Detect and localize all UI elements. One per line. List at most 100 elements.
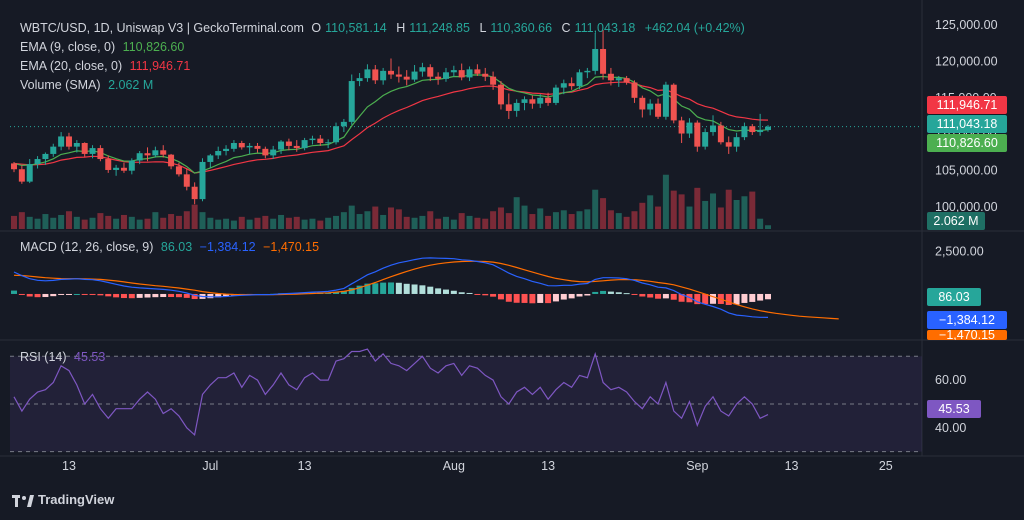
volume-bar: [615, 213, 622, 229]
candle: [340, 118, 347, 133]
volume-bar: [325, 217, 332, 229]
rsi-line: [13, 348, 769, 437]
candle-body: [175, 166, 182, 175]
candle: [450, 65, 457, 77]
volume-bar: [152, 212, 159, 229]
volume-bar: [442, 216, 449, 229]
volume-bar: [348, 205, 355, 229]
macd-histogram-bar: [144, 293, 151, 298]
candle: [42, 152, 49, 165]
macd-histogram-bar: [552, 293, 559, 302]
candle-body: [372, 69, 379, 81]
ema9-legend[interactable]: EMA (9, close, 0) 110,826.60: [20, 40, 188, 54]
close-value: 111,043.18: [574, 21, 636, 35]
candle-body: [725, 142, 732, 147]
volume-bar: [694, 187, 701, 229]
candle: [278, 140, 285, 154]
high-value: 111,248.85: [409, 21, 470, 35]
candle: [215, 146, 222, 160]
candle: [285, 138, 292, 151]
macd-histogram-bar: [403, 283, 410, 294]
macd-histogram-bar: [26, 293, 33, 297]
macd-histogram-bar: [584, 293, 591, 296]
macd-histogram-bar: [458, 292, 465, 294]
volume-bar: [521, 205, 528, 229]
macd-histogram-bar: [576, 293, 583, 297]
candle: [749, 124, 756, 135]
candle: [50, 143, 57, 157]
candle: [733, 132, 740, 152]
candle-body: [168, 154, 175, 167]
volume-bar: [639, 202, 646, 229]
candle: [513, 99, 520, 117]
macd-histogram-bar: [521, 293, 528, 303]
candle: [623, 75, 630, 85]
low-value: 110,360.66: [490, 21, 553, 35]
macd-histogram-bar: [175, 293, 182, 298]
ema20-legend[interactable]: EMA (20, close, 0) 111,946.71: [20, 59, 194, 73]
rsi-tick-label: 40.00: [935, 421, 966, 435]
volume-bar: [631, 211, 638, 229]
candle: [717, 121, 724, 145]
time-tick-label: 13: [785, 459, 799, 473]
macd-legend[interactable]: MACD (12, 26, close, 9) 86.03 −1,384.12 …: [20, 240, 323, 254]
volume-bar: [301, 219, 308, 229]
candle: [183, 168, 190, 191]
volume-bar: [647, 195, 654, 229]
rsi-legend[interactable]: RSI (14) 45.53: [20, 350, 109, 364]
tradingview-logo[interactable]: TradingView: [12, 492, 114, 507]
macd-histogram-bar: [73, 293, 80, 295]
volume-bar: [513, 197, 520, 229]
candle-body: [238, 143, 245, 148]
candle-body: [639, 97, 646, 110]
ema20-line: [13, 81, 769, 174]
volume-bar: [419, 215, 426, 229]
volume-bar: [576, 211, 583, 229]
price-tick-label: 100,000.00: [935, 200, 998, 214]
candle-body: [568, 83, 575, 87]
volume-bar: [246, 219, 253, 229]
time-tick-label: 25: [879, 459, 893, 473]
volume-bar: [505, 213, 512, 229]
candle: [325, 139, 332, 149]
macd-histogram-bar: [710, 293, 717, 304]
candle-body: [450, 70, 457, 73]
candle: [230, 140, 237, 152]
macd-histogram-bar: [356, 285, 363, 294]
macd-histogram-bar: [741, 293, 748, 303]
candle: [474, 64, 481, 76]
volume-bar: [560, 210, 567, 229]
volume-bar: [466, 215, 473, 229]
volume-bar: [435, 218, 442, 229]
volume-bar: [26, 216, 33, 229]
candle: [89, 145, 96, 159]
candle: [388, 58, 394, 79]
candle-body: [50, 146, 57, 154]
volume-bar: [686, 206, 693, 229]
macd-histogram-bar: [411, 284, 418, 294]
volume-bar: [136, 219, 143, 229]
symbol-title[interactable]: WBTC/USD, 1D, Uniswap V3 | GeckoTerminal…: [20, 21, 304, 35]
candle-body: [11, 163, 17, 170]
volume-bar: [403, 216, 410, 229]
candle: [678, 116, 685, 143]
candle-body: [607, 73, 614, 81]
volume-label: Volume (SMA): [20, 78, 101, 92]
volume-bar: [113, 218, 120, 229]
volume-legend[interactable]: Volume (SMA) 2.062 M: [20, 78, 157, 92]
candle-body: [340, 121, 347, 127]
candle-body: [513, 102, 520, 111]
volume-bar: [168, 214, 175, 229]
volume-bar: [58, 214, 65, 229]
volume-bar: [97, 213, 104, 229]
volume-bar: [238, 216, 245, 229]
volume-bar: [482, 218, 489, 229]
candle-body: [419, 67, 426, 72]
volume-bar: [568, 214, 575, 229]
candle: [639, 95, 646, 118]
volume-bar: [717, 207, 724, 229]
candle: [670, 83, 677, 124]
candle-body: [552, 87, 559, 103]
candle: [11, 161, 17, 173]
